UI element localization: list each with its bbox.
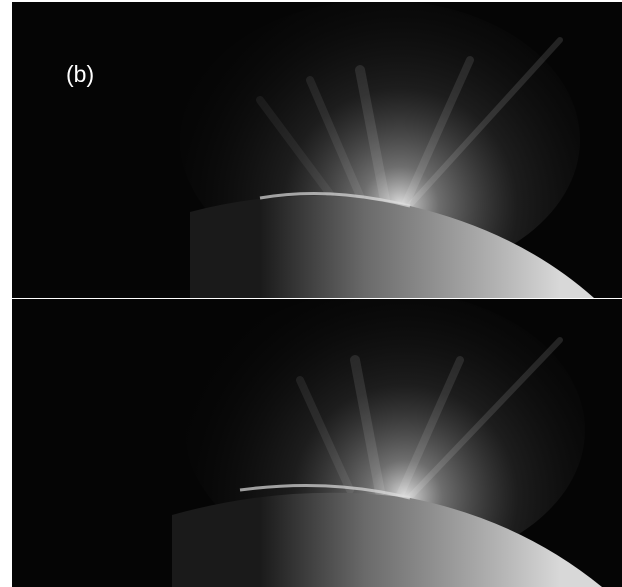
page: (b) (() => { const data = JSON.parse(doc…: [0, 0, 622, 587]
top-panel: [12, 0, 622, 298]
panel-label: (b): [66, 61, 94, 87]
image: (b): [0, 0, 622, 587]
bottom-panel: [12, 290, 622, 587]
